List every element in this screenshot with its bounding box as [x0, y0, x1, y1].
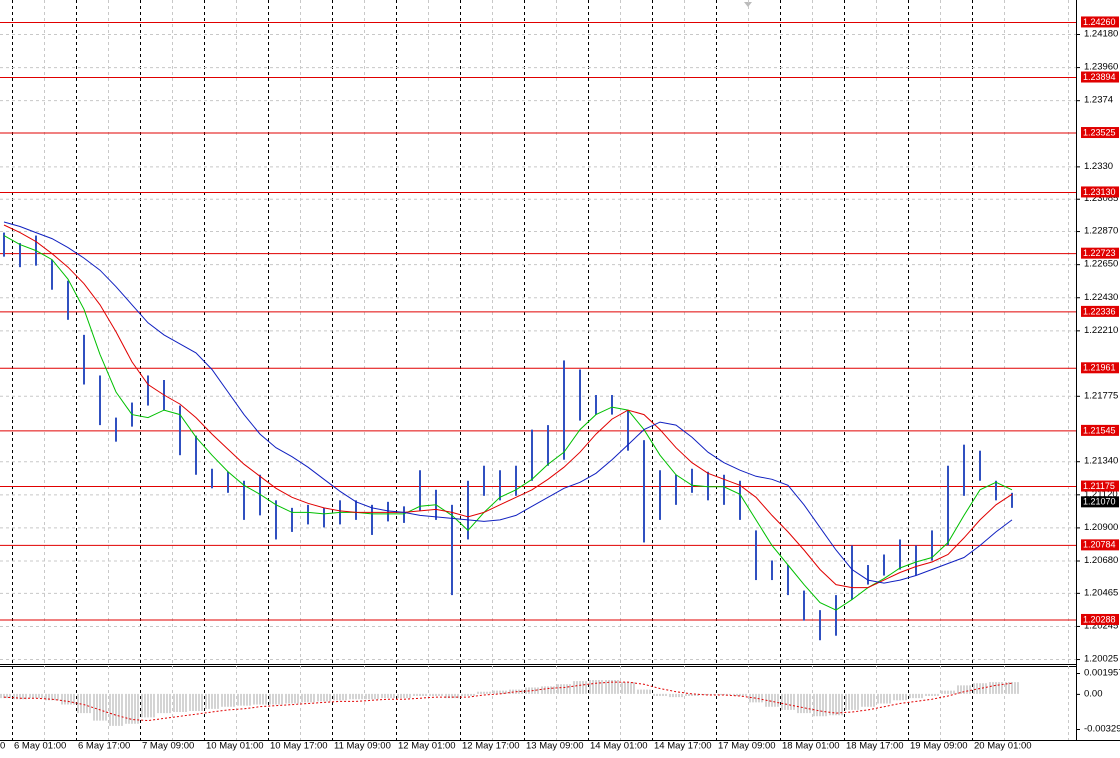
- time-label: 7 May 09:00: [142, 741, 194, 752]
- y-tick-label: 0.00: [1084, 688, 1103, 699]
- y-tick-label: 0.001957: [1084, 668, 1120, 679]
- level-label-box: [1081, 613, 1119, 625]
- time-label: 13 May 09:00: [526, 741, 584, 752]
- current-price-label: 1.21070: [1083, 497, 1116, 507]
- y-tick-label: 1.23960: [1084, 62, 1118, 73]
- y-tick-label: 1.21775: [1084, 390, 1118, 401]
- time-label: 18 May 17:00: [846, 741, 904, 752]
- time-label: 17 May 09:00: [718, 741, 776, 752]
- level-label: 1.23894: [1083, 72, 1116, 82]
- level-label: 1.23525: [1083, 127, 1116, 137]
- time-label: 6 May 01:00: [14, 741, 66, 752]
- level-label-box: [1081, 16, 1119, 28]
- y-tick-label: 1.2330: [1084, 161, 1113, 172]
- level-label: 1.22723: [1083, 248, 1116, 258]
- signal-line: [3, 681, 1013, 722]
- time-label: 19 May 09:00: [910, 741, 968, 752]
- level-label-box: [1081, 305, 1119, 317]
- y-tick-label: 1.22430: [1084, 292, 1118, 303]
- level-label-box: [1081, 539, 1119, 551]
- y-tick-label: 1.20465: [1084, 587, 1118, 598]
- y-tick-label: -0.00329: [1084, 724, 1120, 735]
- y-tick-label: 1.20245: [1084, 620, 1118, 631]
- moving-average: [3, 224, 1013, 589]
- level-label: 1.22336: [1083, 306, 1116, 316]
- time-label: 18 May 01:00: [782, 741, 840, 752]
- y-tick-label: 1.20025: [1084, 654, 1118, 665]
- y-tick-label: 1.23085: [1084, 193, 1118, 204]
- shift-marker: [744, 2, 752, 7]
- level-label: 1.21961: [1083, 363, 1116, 373]
- moving-average: [3, 221, 1013, 584]
- time-label: 12 May 01:00: [398, 741, 456, 752]
- time-label: 11 May 09:00: [334, 741, 391, 752]
- y-tick-label: 1.21120: [1084, 489, 1118, 500]
- y-tick-label: 1.22650: [1084, 259, 1118, 270]
- time-label: 0: [0, 741, 5, 752]
- level-label-box: [1081, 362, 1119, 374]
- level-label-box: [1081, 247, 1119, 259]
- y-tick-label: 1.20900: [1084, 522, 1118, 533]
- moving-average: [3, 235, 1013, 611]
- y-tick-label: 1.22210: [1084, 325, 1118, 336]
- level-label-box: [1081, 71, 1119, 83]
- time-label: 6 May 17:00: [78, 741, 130, 752]
- y-tick-label: 1.24180: [1084, 29, 1118, 40]
- time-label: 12 May 17:00: [462, 741, 520, 752]
- time-label: 14 May 01:00: [590, 741, 648, 752]
- time-label: 10 May 01:00: [206, 741, 264, 752]
- level-label-box: [1081, 424, 1119, 436]
- level-label: 1.24260: [1083, 17, 1116, 27]
- current-price-box: [1081, 496, 1119, 508]
- level-label-box: [1081, 127, 1119, 139]
- y-tick-label: 1.20680: [1084, 555, 1118, 566]
- y-tick-label: 1.22870: [1084, 226, 1118, 237]
- level-label: 1.20288: [1083, 614, 1116, 624]
- time-label: 14 May 17:00: [654, 741, 712, 752]
- level-label: 1.21175: [1083, 481, 1115, 491]
- level-label: 1.23130: [1083, 187, 1116, 197]
- level-label-box: [1081, 186, 1119, 198]
- y-tick-label: 1.21340: [1084, 456, 1118, 467]
- level-label-box: [1081, 480, 1119, 492]
- level-label: 1.21545: [1083, 425, 1116, 435]
- time-label: 10 May 17:00: [270, 741, 328, 752]
- y-tick-label: 1.2374: [1084, 95, 1113, 106]
- level-label: 1.20784: [1083, 540, 1116, 550]
- time-label: 20 May 01:00: [974, 741, 1032, 752]
